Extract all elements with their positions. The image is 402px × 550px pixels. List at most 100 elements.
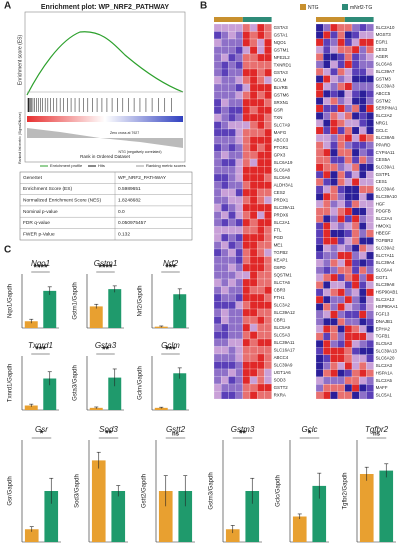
heatmap-cell (235, 91, 243, 100)
heatmap-cell (235, 38, 243, 47)
heatmap-cell (235, 53, 243, 62)
heatmap-cell (359, 376, 367, 385)
heatmap-cell (330, 200, 338, 208)
heatmap-cell (315, 104, 324, 113)
heatmap-cell (337, 45, 345, 54)
gene-label: SLC2A3 (376, 363, 393, 368)
heatmap-cell (213, 53, 222, 62)
bar (89, 306, 103, 328)
heatmap-cell (315, 90, 324, 98)
heatmap-cell (242, 383, 251, 392)
bar (154, 407, 168, 410)
heatmap-cell (235, 263, 243, 272)
heatmap-cell (228, 218, 236, 227)
heatmap-cell (344, 237, 353, 245)
heatmap-cell (249, 391, 258, 400)
heatmap-cell (213, 173, 222, 182)
heatmap-cell (323, 288, 331, 297)
heatmap-cell (213, 271, 222, 280)
gene-label: AGER (376, 54, 388, 59)
heatmap-cell (221, 46, 229, 55)
heatmap-cell (359, 23, 367, 32)
heatmap-cell (257, 316, 265, 325)
heatmap-cell (228, 181, 236, 190)
heatmap-cell (264, 158, 272, 167)
heatmap-cell (213, 323, 222, 332)
gene-label: PRDX1 (274, 197, 289, 202)
heatmap-cell (264, 143, 272, 152)
heatmap-cell (366, 222, 374, 230)
heatmap-cell (213, 383, 222, 392)
bar (173, 373, 187, 410)
heatmap-cell (213, 136, 222, 145)
gene-label: NQO1 (274, 40, 287, 45)
heatmap-cell (264, 173, 272, 182)
heatmap-cell (323, 391, 331, 400)
gene-label: SLC5A3 (376, 341, 393, 346)
heatmap-cell (257, 143, 265, 152)
gene-label: ALDH3A1 (274, 182, 294, 187)
heatmap-cell (344, 259, 353, 267)
heatmap-cell (323, 384, 331, 392)
heatmap-cell (257, 293, 265, 302)
heatmap-cell (315, 303, 324, 311)
gene-label: FTH1 (274, 295, 286, 300)
heatmap-cell (249, 241, 258, 250)
gene-label: SLC5A1 (376, 392, 393, 397)
heatmap-cell (264, 196, 272, 205)
heatmap-cell (249, 143, 258, 152)
heatmap-cell (249, 353, 258, 362)
heatmap-cell (337, 163, 345, 172)
heatmap-cell (249, 91, 258, 100)
bar (24, 321, 38, 328)
heatmap-cell (323, 354, 331, 363)
metric-area (27, 128, 183, 148)
heatmap-cell (366, 23, 374, 32)
gene-label: HSP90AA1 (376, 304, 399, 309)
heatmap-cell (337, 141, 345, 150)
heatmap-cell (351, 384, 360, 392)
group-bar (242, 17, 272, 22)
table-value: 0.0 (118, 209, 125, 215)
heatmap-cell (235, 166, 243, 175)
heatmap-cell (323, 266, 331, 275)
panel-label: A (4, 1, 11, 12)
heatmap-cell (351, 170, 360, 179)
heatmap-cell (366, 391, 374, 400)
heatmap-cell (242, 248, 251, 257)
heatmap-cell (359, 229, 367, 238)
heatmap-cell (330, 170, 338, 179)
sig-label: * (308, 428, 312, 438)
heatmap-cell (337, 332, 345, 341)
heatmap-cell (228, 188, 236, 197)
heatmap-cell (359, 200, 367, 208)
heatmap-cell (257, 256, 265, 265)
heatmap-cell (264, 301, 272, 310)
legend-label: Ranking metric scores (146, 163, 186, 168)
table-value: 0.050975457 (118, 220, 146, 226)
gene-label: GSTA3 (274, 70, 289, 75)
heatmap-cell (235, 76, 243, 85)
heatmap-cell (213, 106, 222, 115)
heatmap-cell (330, 134, 338, 142)
heatmap-cell (315, 207, 324, 216)
gene-label: HGF (376, 201, 386, 206)
gene-label: ABCC5 (376, 91, 391, 96)
heatmap-cell (213, 316, 222, 325)
heatmap-cell (264, 31, 272, 40)
heatmap-cell (344, 119, 353, 128)
panel-label: B (200, 1, 207, 12)
heatmap-cell (242, 301, 251, 310)
heatmap-cell (242, 316, 251, 325)
heatmap-cell (235, 233, 243, 242)
heatmap-cell (264, 286, 272, 295)
heatmap-cell (242, 293, 251, 302)
heatmap-cell (249, 263, 258, 272)
heatmap-cell (351, 273, 360, 282)
heatmap-cell (330, 237, 338, 245)
heatmap-cell (351, 391, 360, 400)
gene-label: HBEGF (376, 231, 391, 236)
gene-label: ABCC4 (274, 355, 289, 360)
heatmap-cell (337, 354, 345, 363)
heatmap-cell (249, 83, 258, 92)
